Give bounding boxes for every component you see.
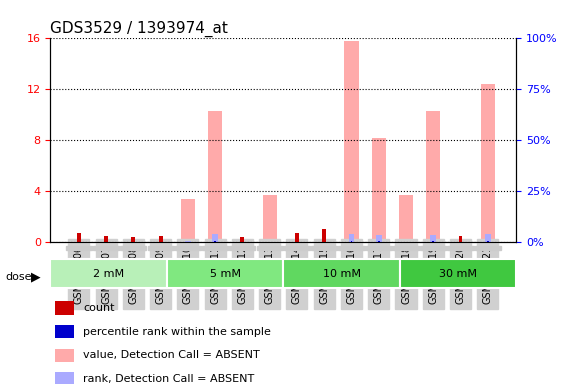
Bar: [426, 111, 440, 242]
FancyBboxPatch shape: [448, 246, 473, 250]
Bar: [351, 241, 352, 242]
FancyBboxPatch shape: [366, 246, 392, 250]
FancyBboxPatch shape: [148, 246, 174, 250]
Bar: [481, 84, 495, 242]
Bar: [485, 234, 491, 242]
Bar: [371, 137, 386, 242]
Bar: [323, 229, 326, 242]
FancyBboxPatch shape: [93, 246, 119, 250]
Text: 2 mM: 2 mM: [93, 268, 124, 279]
Bar: [55, 372, 74, 384]
FancyBboxPatch shape: [256, 246, 283, 250]
FancyBboxPatch shape: [50, 259, 167, 288]
Bar: [430, 235, 436, 242]
FancyBboxPatch shape: [283, 259, 399, 288]
Bar: [55, 301, 74, 315]
Text: 5 mM: 5 mM: [210, 268, 241, 279]
Text: 10 mM: 10 mM: [323, 268, 361, 279]
Bar: [77, 233, 81, 242]
Bar: [55, 325, 74, 338]
FancyBboxPatch shape: [393, 246, 419, 250]
Bar: [241, 237, 244, 242]
Bar: [185, 241, 191, 242]
FancyBboxPatch shape: [420, 246, 447, 250]
FancyBboxPatch shape: [66, 246, 92, 250]
Text: 30 mM: 30 mM: [439, 268, 477, 279]
Bar: [399, 195, 413, 242]
Bar: [378, 241, 380, 242]
Text: count: count: [83, 303, 114, 313]
Bar: [214, 241, 216, 242]
FancyBboxPatch shape: [338, 246, 365, 250]
FancyBboxPatch shape: [120, 246, 146, 250]
Bar: [212, 234, 218, 242]
Bar: [433, 241, 434, 242]
Bar: [159, 236, 163, 242]
Text: rank, Detection Call = ABSENT: rank, Detection Call = ABSENT: [83, 374, 254, 384]
FancyBboxPatch shape: [475, 246, 501, 250]
FancyBboxPatch shape: [399, 259, 516, 288]
Bar: [376, 235, 381, 242]
Text: ▶: ▶: [31, 271, 40, 284]
FancyBboxPatch shape: [311, 246, 337, 250]
Bar: [344, 41, 358, 242]
Bar: [295, 233, 299, 242]
Bar: [181, 199, 195, 242]
Bar: [131, 237, 135, 242]
FancyBboxPatch shape: [175, 246, 201, 250]
Text: percentile rank within the sample: percentile rank within the sample: [83, 327, 271, 337]
Bar: [348, 234, 355, 242]
Text: GDS3529 / 1393974_at: GDS3529 / 1393974_at: [50, 21, 228, 37]
FancyBboxPatch shape: [229, 246, 255, 250]
FancyBboxPatch shape: [167, 259, 283, 288]
Text: dose: dose: [6, 272, 32, 282]
Bar: [487, 241, 489, 242]
Text: value, Detection Call = ABSENT: value, Detection Call = ABSENT: [83, 350, 260, 360]
FancyBboxPatch shape: [284, 246, 310, 250]
Bar: [104, 235, 108, 242]
Bar: [459, 235, 462, 242]
Bar: [55, 349, 74, 362]
Bar: [208, 111, 222, 242]
Bar: [263, 195, 277, 242]
FancyBboxPatch shape: [202, 246, 228, 250]
